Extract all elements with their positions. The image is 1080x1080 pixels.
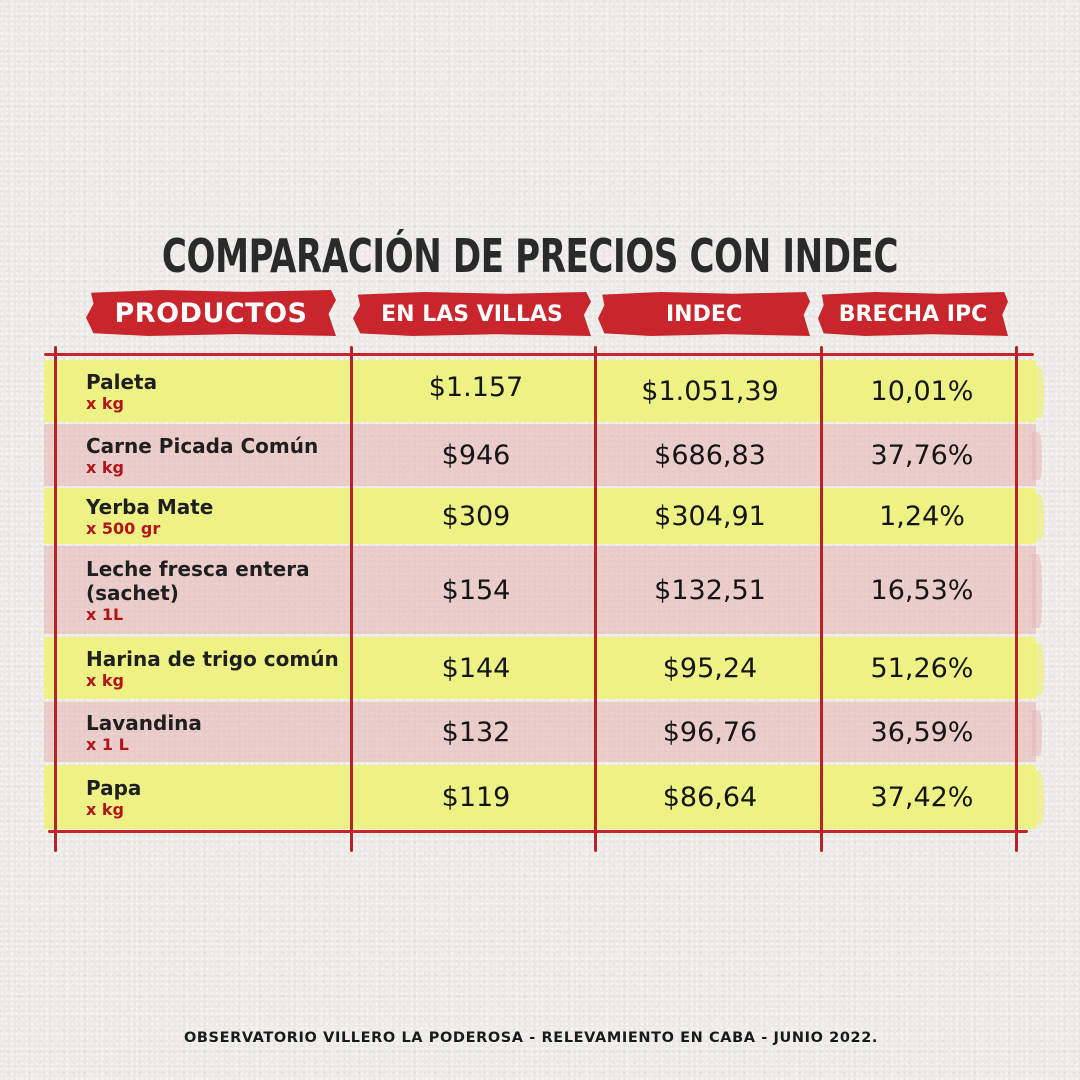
indec-price-cell: $95,24 (596, 637, 824, 699)
product-name: Carne Picada Común (86, 433, 319, 458)
villas-price: $1.157 (428, 371, 524, 403)
indec-price-cell: $1.051,39 (596, 360, 824, 422)
indec-price-cell: $86,64 (596, 765, 824, 829)
product-cell: Carne Picada Común x kg (86, 424, 386, 486)
villas-price-cell: $144 (356, 637, 596, 699)
brecha-value: 36,59% (870, 716, 974, 748)
villas-price-cell: $154 (356, 546, 596, 634)
brecha-value: 51,26% (870, 652, 974, 684)
indec-price-cell: $686,83 (596, 424, 824, 486)
brecha-value: 10,01% (870, 375, 974, 407)
indec-price: $96,76 (662, 716, 758, 748)
table-row: Harina de trigo común x kg $144 $95,24 5… (44, 637, 1044, 699)
table-row: Papa x kg $119 $86,64 37,42% (44, 765, 1044, 829)
villas-price-cell: $1.157 (356, 360, 596, 422)
product-name: Harina de trigo común (86, 646, 339, 671)
indec-price: $95,24 (662, 652, 758, 684)
product-name: Leche fresca entera (sachet) (86, 556, 310, 605)
villas-price: $132 (441, 716, 511, 748)
brecha-cell: 1,24% (822, 488, 1022, 544)
product-cell: Paleta x kg (86, 360, 386, 422)
product-name: Paleta (86, 369, 158, 394)
brecha-cell: 37,42% (822, 765, 1022, 829)
grid-line-col2 (594, 346, 597, 852)
brecha-cell: 37,76% (822, 424, 1022, 486)
grid-line-col3 (820, 346, 823, 852)
villas-price-cell: $132 (356, 702, 596, 762)
product-cell: Papa x kg (86, 765, 386, 829)
header-villas-label: EN LAS VILLAS (381, 301, 563, 327)
indec-price: $86,64 (662, 781, 758, 813)
brecha-cell: 36,59% (822, 702, 1022, 762)
product-unit: x kg (86, 457, 124, 477)
grid-line-left (54, 346, 57, 852)
product-unit: x kg (86, 393, 124, 413)
indec-price: $686,83 (654, 439, 766, 471)
header-productos: PRODUCTOS (86, 290, 336, 336)
table-row: Carne Picada Común x kg $946 $686,83 37,… (44, 424, 1042, 486)
product-name: Lavandina (86, 710, 202, 735)
product-unit: x 500 gr (86, 518, 161, 538)
grid-line-right (1015, 346, 1018, 852)
product-unit: x kg (86, 799, 124, 819)
brecha-cell: 10,01% (822, 360, 1022, 422)
brecha-value: 16,53% (870, 574, 974, 606)
villas-price-cell: $309 (356, 488, 596, 544)
header-indec-label: INDEC (665, 301, 743, 327)
header-brecha-label: BRECHA IPC (838, 301, 988, 327)
indec-price: $1.051,39 (641, 375, 779, 407)
indec-price: $304,91 (654, 500, 766, 532)
product-unit: x 1L (86, 604, 124, 624)
villas-price: $144 (441, 652, 511, 684)
brecha-value: 37,76% (870, 439, 974, 471)
brecha-value: 37,42% (870, 781, 974, 813)
villas-price: $309 (441, 500, 511, 532)
indec-price-cell: $304,91 (596, 488, 824, 544)
villas-price: $119 (441, 781, 511, 813)
header-en-las-villas: EN LAS VILLAS (353, 292, 591, 336)
product-name: Papa (86, 775, 142, 800)
grid-line-top (44, 353, 1034, 356)
villas-price-cell: $119 (356, 765, 596, 829)
table-row: Lavandina x 1 L $132 $96,76 36,59% (44, 702, 1042, 762)
table-row: Yerba Mate x 500 gr $309 $304,91 1,24% (44, 488, 1044, 544)
product-cell: Harina de trigo común x kg (86, 637, 386, 699)
villas-price: $946 (441, 439, 511, 471)
header-productos-label: PRODUCTOS (114, 297, 308, 329)
header-indec: INDEC (598, 292, 810, 336)
brecha-cell: 16,53% (822, 546, 1022, 634)
brecha-cell: 51,26% (822, 637, 1022, 699)
indec-price-cell: $132,51 (596, 546, 824, 634)
grid-line-bottom (48, 830, 1028, 833)
indec-price-cell: $96,76 (596, 702, 824, 762)
product-name: Yerba Mate (86, 494, 214, 519)
product-cell: Leche fresca entera (sachet) x 1L (86, 546, 386, 634)
indec-price: $132,51 (654, 574, 766, 606)
product-cell: Yerba Mate x 500 gr (86, 488, 386, 544)
villas-price: $154 (441, 574, 511, 606)
grid-line-col1 (350, 346, 353, 852)
header-brecha-ipc: BRECHA IPC (818, 292, 1008, 336)
villas-price-cell: $946 (356, 424, 596, 486)
table-row: Paleta x kg $1.157 $1.051,39 10,01% (44, 360, 1044, 422)
footer-credit: OBSERVATORIO VILLERO LA PODEROSA - RELEV… (183, 1030, 879, 1046)
table-row: Leche fresca entera (sachet) x 1L $154 $… (44, 546, 1042, 634)
product-unit: x kg (86, 670, 124, 690)
brecha-value: 1,24% (879, 500, 965, 532)
product-cell: Lavandina x 1 L (86, 702, 386, 762)
page-title: COMPARACIÓN DE PRECIOS CON INDEC (161, 229, 899, 283)
product-unit: x 1 L (86, 734, 129, 754)
